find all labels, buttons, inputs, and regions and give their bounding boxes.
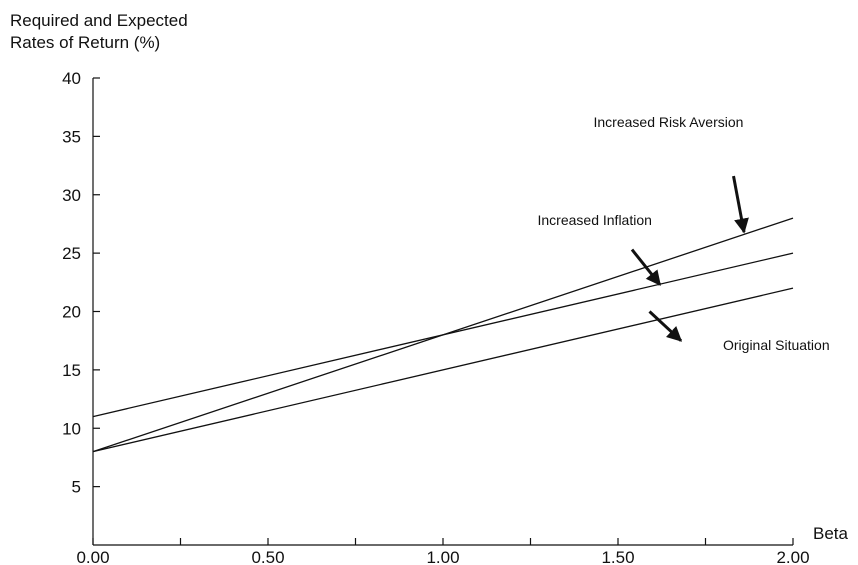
- x-tick-label: 0.50: [251, 548, 284, 565]
- annotations: Original Situation Increased Inflation Inc…: [538, 114, 830, 353]
- series-lines: [92, 217, 794, 453]
- annotation-arrow-increased-risk-aversion: [732, 175, 749, 234]
- y-tick-label: 15: [62, 361, 81, 380]
- y-tick-label: 35: [62, 127, 81, 146]
- y-tick-label: 20: [62, 303, 81, 322]
- y-tick-label: 30: [62, 186, 81, 205]
- x-tick-label: 0.00: [76, 548, 109, 565]
- annotation-arrow-original-situation: [648, 310, 683, 342]
- y-axis-title: Required and Expected Rates of Return (%…: [10, 10, 188, 54]
- annotation-label-increased-risk-aversion: Increased Risk Aversion: [594, 114, 744, 130]
- x-tick-label: 2.00: [776, 548, 809, 565]
- annotation-arrow-increased-inflation: [630, 248, 662, 286]
- y-tick-label: 5: [72, 478, 81, 497]
- y-tick-label: 10: [62, 419, 81, 438]
- y-axis-title-line-2: Rates of Return (%): [10, 33, 161, 52]
- y-axis-title-line-1: Required and Expected: [10, 11, 188, 30]
- annotation-label-increased-inflation: Increased Inflation: [538, 212, 652, 228]
- x-tick-label: 1.50: [601, 548, 634, 565]
- x-axis-title: Beta: [813, 524, 849, 543]
- y-tick-label: 40: [62, 69, 81, 88]
- series-line-original-situation: [92, 287, 794, 453]
- annotation-label-original-situation: Original Situation: [723, 337, 830, 353]
- series-line-increased-risk-aversion: [92, 217, 794, 453]
- y-tick-label: 25: [62, 244, 81, 263]
- x-tick-label: 1.00: [426, 548, 459, 565]
